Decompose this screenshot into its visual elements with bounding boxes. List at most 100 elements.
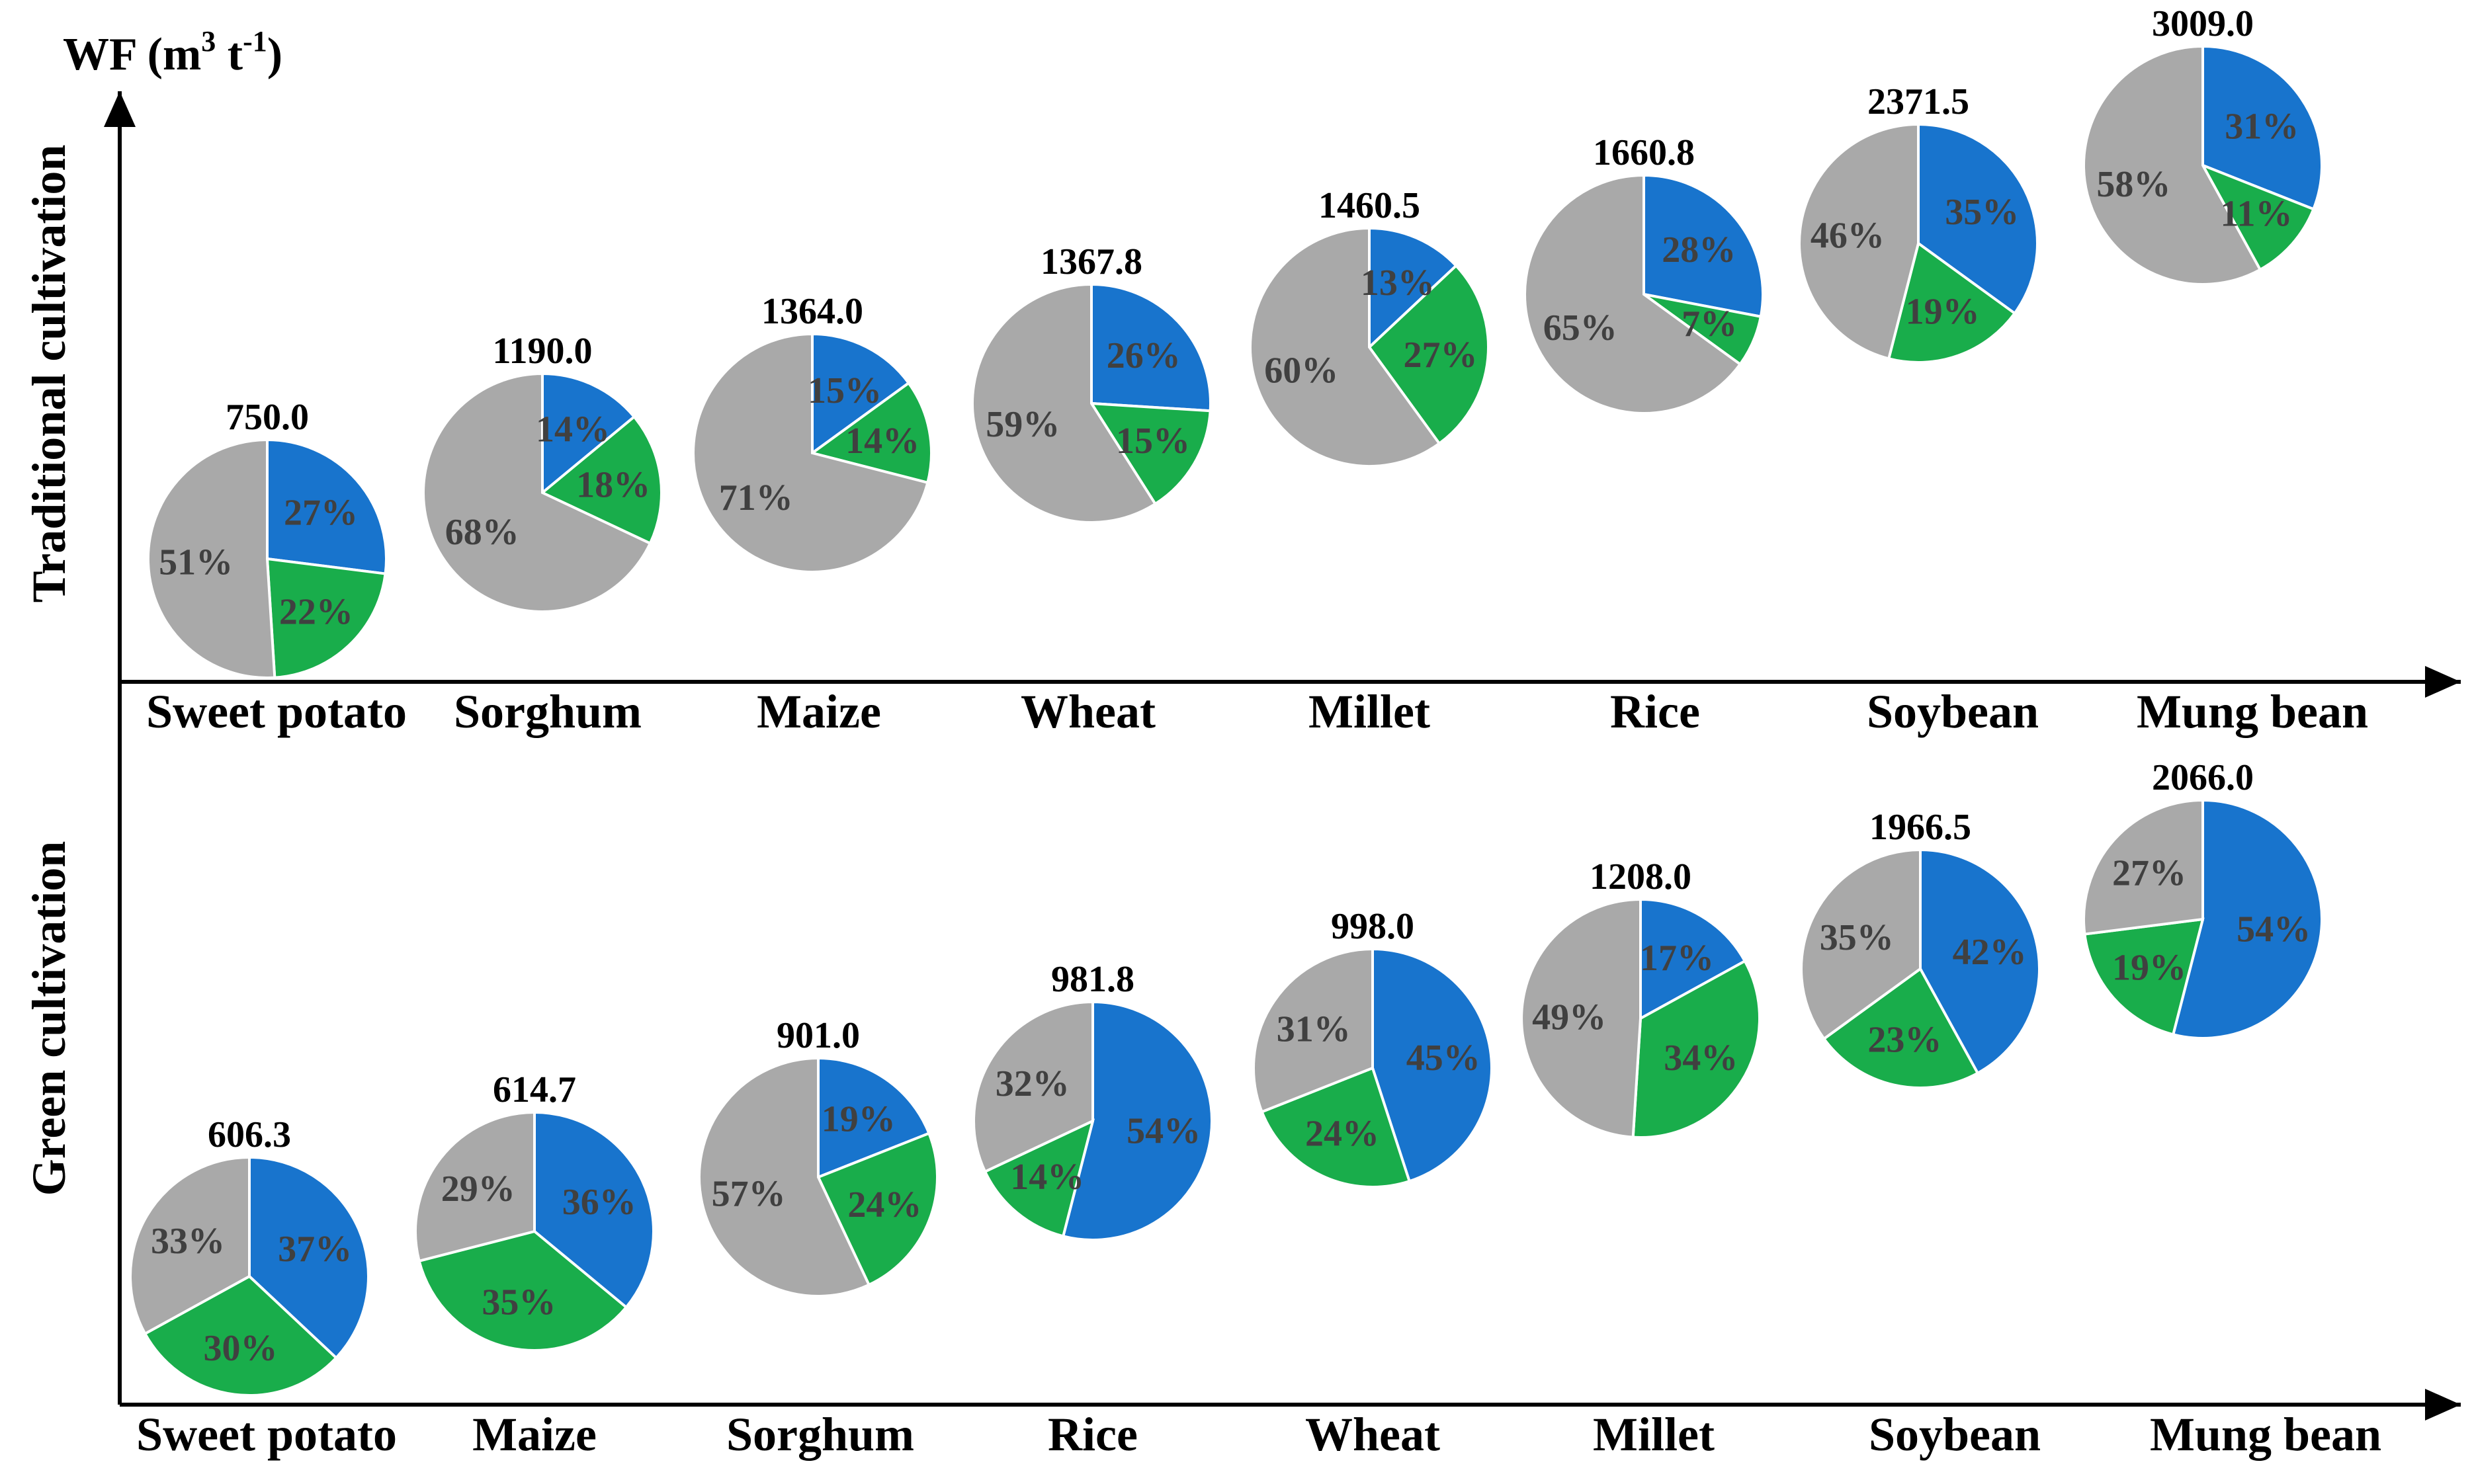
pie-pct-label-blue: 27% — [284, 493, 358, 534]
pie-pct-label-blue: 28% — [1662, 229, 1736, 270]
pie-slice-green — [1887, 241, 2017, 364]
pie-traditional-wheat: 26% 15% 59% 1367.8 — [971, 241, 1212, 524]
pie-pct-label-green: 19% — [2112, 947, 2186, 988]
pie-pct-label-green: 30% — [204, 1328, 278, 1369]
pie-slice-green — [143, 1274, 339, 1397]
pie-traditional-rice: 28% 7% 65% 1660.8 — [1523, 132, 1764, 415]
pie-pct-label-gray: 65% — [1543, 308, 1617, 349]
pie-total-label: 1660.8 — [1593, 132, 1695, 173]
category-label-traditional-rice: Rice — [1610, 685, 1700, 738]
category-label-traditional-wheat: Wheat — [1021, 685, 1156, 738]
pie-green-soybean: 42% 23% 35% 1966.5 — [1800, 807, 2041, 1089]
pie-pct-label-gray: 49% — [1532, 997, 1606, 1038]
pie-slice-blue — [1368, 226, 1459, 350]
category-label-green-sweet-potato: Sweet potato — [136, 1408, 397, 1461]
pie-slice-gray — [2082, 798, 2204, 936]
pie-slice-gray — [971, 282, 1158, 524]
pie-pct-label-blue: 13% — [1361, 263, 1435, 304]
pie-slice-gray — [147, 438, 277, 679]
pie-traditional-millet: 13% 27% 60% 1460.5 — [1249, 185, 1490, 468]
pie-slice-gray — [698, 1056, 871, 1298]
pie-green-mung-bean: 54% 19% 27% 2066.0 — [2082, 757, 2323, 1040]
pie-slice-green — [1822, 967, 1980, 1089]
pie-slice-green — [816, 1132, 939, 1287]
pie-pct-label-blue: 15% — [808, 370, 882, 411]
pie-slice-blue — [1917, 122, 2039, 315]
category-label-green-millet: Millet — [1593, 1408, 1715, 1461]
pie-pct-label-gray: 35% — [1820, 917, 1894, 958]
category-label-traditional-millet: Millet — [1308, 685, 1430, 738]
pie-pct-label-gray: 31% — [1277, 1009, 1351, 1050]
pie-pct-label-green: 14% — [1010, 1157, 1084, 1198]
pie-slice-gray — [692, 332, 929, 573]
pie-pct-label-blue: 54% — [1127, 1111, 1201, 1152]
pie-slice-blue — [1371, 947, 1493, 1183]
pie-slice-gray — [972, 1000, 1094, 1174]
category-label-traditional-mung-bean: Mung bean — [2137, 685, 2368, 738]
pie-green-millet: 17% 34% 49% 1208.0 — [1520, 856, 1761, 1139]
pie-slice-blue — [817, 1056, 931, 1179]
pie-slice-gray — [1249, 226, 1441, 468]
category-label-traditional-sweet-potato: Sweet potato — [146, 685, 407, 738]
pie-pct-label-green: 18% — [576, 465, 650, 506]
pie-slice-green — [540, 415, 663, 546]
pie-pct-label-gray: 33% — [151, 1221, 225, 1262]
pie-pct-label-green: 24% — [1305, 1114, 1379, 1155]
pie-pct-label-blue: 26% — [1107, 335, 1181, 376]
pie-pct-label-green: 23% — [1867, 1019, 1941, 1060]
pie-slice-green — [1367, 263, 1490, 446]
pie-pct-label-green: 14% — [845, 421, 919, 462]
pie-total-label: 750.0 — [226, 397, 309, 438]
pie-slice-gray — [129, 1155, 251, 1336]
pie-slice-blue — [811, 332, 911, 456]
pie-pct-label-gray: 29% — [441, 1169, 515, 1210]
pie-slice-blue — [2171, 798, 2323, 1040]
panel-title-green: Green cultivation — [22, 841, 75, 1196]
pie-total-label: 3009.0 — [2152, 3, 2254, 44]
pie-total-label: 981.8 — [1051, 959, 1134, 1000]
pie-slice-green — [983, 1118, 1095, 1238]
pie-slice-green — [1089, 401, 1212, 506]
pie-pct-label-blue: 31% — [2225, 106, 2299, 147]
pie-slice-blue — [533, 1110, 655, 1309]
pie-pct-label-blue: 37% — [278, 1229, 352, 1270]
pie-pct-label-blue: 54% — [2237, 909, 2311, 950]
pie-pct-label-green: 11% — [2221, 193, 2293, 234]
pie-slice-gray — [1252, 947, 1374, 1114]
pie-total-label: 1208.0 — [1590, 856, 1691, 897]
pie-pct-label-gray: 71% — [719, 477, 793, 518]
pie-slice-green — [417, 1229, 628, 1352]
panel-title-traditional: Traditional cultivation — [22, 145, 75, 603]
pie-pct-label-gray: 59% — [986, 404, 1060, 445]
pie-slice-blue — [1642, 173, 1764, 319]
pie-pct-label-gray: 60% — [1264, 350, 1338, 391]
pie-pct-label-blue: 45% — [1406, 1038, 1480, 1079]
pie-slice-blue — [266, 438, 388, 575]
pie-slice-gray — [1523, 173, 1742, 415]
pie-slice-green — [2199, 163, 2315, 272]
pie-total-label: 1190.0 — [493, 331, 593, 372]
pie-pct-label-green: 15% — [1116, 421, 1190, 462]
pie-pct-label-gray: 46% — [1811, 216, 1885, 257]
pie-pct-label-blue: 19% — [822, 1099, 896, 1140]
category-label-green-wheat: Wheat — [1305, 1408, 1440, 1461]
pie-pct-label-green: 27% — [1404, 335, 1478, 376]
pie-slice-gray — [414, 1110, 536, 1263]
pie-slice-green — [2083, 917, 2205, 1036]
pie-pct-label-blue: 42% — [1953, 932, 2027, 973]
pie-pct-label-blue: 36% — [562, 1182, 636, 1223]
pie-total-label: 1364.0 — [761, 291, 863, 332]
pie-slice-blue — [248, 1155, 370, 1360]
pie-total-label: 1367.8 — [1041, 241, 1142, 282]
category-label-traditional-sorghum: Sorghum — [454, 685, 642, 738]
category-label-green-rice: Rice — [1048, 1408, 1138, 1461]
pie-slice-blue — [2201, 44, 2323, 211]
pie-total-label: 1460.5 — [1318, 185, 1420, 226]
category-label-traditional-maize: Maize — [757, 685, 881, 738]
category-label-traditional-soybean: Soybean — [1867, 685, 2039, 738]
pie-pct-label-gray: 51% — [159, 542, 233, 583]
pie-slice-blue — [1639, 897, 1747, 1021]
pie-slice-blue — [541, 372, 636, 496]
